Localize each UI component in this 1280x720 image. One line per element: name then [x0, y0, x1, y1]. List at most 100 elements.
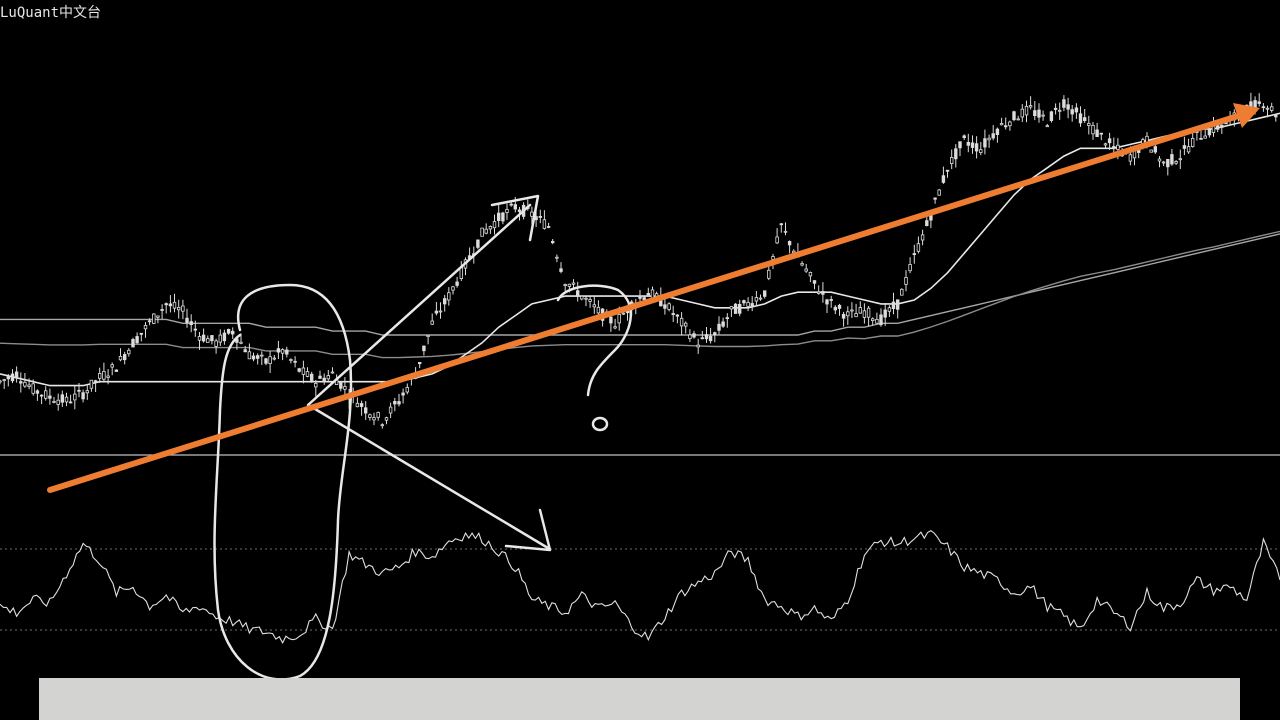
- candle-body: [14, 371, 19, 379]
- candle-body: [567, 283, 572, 287]
- candle-body: [272, 357, 276, 360]
- candle-body: [688, 334, 692, 339]
- candle-body: [160, 309, 164, 311]
- candle-body: [147, 320, 152, 323]
- candle-body: [343, 386, 347, 390]
- candle-body: [775, 236, 779, 244]
- candle-body: [484, 228, 488, 234]
- candle-body: [684, 322, 688, 327]
- candle-body: [98, 372, 102, 379]
- trend-arrow: [47, 103, 1260, 493]
- candle-body: [704, 334, 709, 340]
- candle-body: [430, 320, 434, 325]
- candle-body: [1166, 158, 1170, 168]
- candle-body: [925, 220, 929, 227]
- candle-body: [152, 313, 156, 324]
- candle-body: [812, 280, 817, 284]
- candle-body: [27, 384, 31, 387]
- candle-body: [330, 371, 335, 374]
- candle-body: [210, 335, 214, 342]
- candle-body: [301, 367, 306, 375]
- candle-body: [667, 303, 671, 310]
- candle-body: [89, 379, 94, 389]
- candle-body: [1274, 114, 1278, 118]
- candle-body: [476, 239, 480, 248]
- candle-body: [999, 123, 1004, 126]
- candle-body: [883, 309, 887, 318]
- candle-body: [401, 392, 405, 396]
- candle-body: [201, 334, 206, 342]
- candle-body: [1161, 161, 1166, 164]
- candle-body: [1058, 109, 1062, 112]
- candle-body: [451, 286, 455, 291]
- candle-body: [1024, 105, 1029, 116]
- candle-body: [966, 141, 970, 146]
- candle-body: [31, 383, 35, 394]
- candle-body: [804, 268, 808, 272]
- candle-body: [679, 317, 684, 327]
- candle-body: [995, 128, 1000, 136]
- candle-body: [68, 401, 73, 404]
- candle-body: [887, 307, 892, 312]
- candle-body: [783, 230, 788, 233]
- candle-body: [285, 349, 289, 355]
- candle-body: [530, 211, 534, 217]
- candle-body: [60, 394, 64, 403]
- candle-body: [447, 292, 451, 301]
- candle-body: [1053, 107, 1058, 110]
- candle-body: [1028, 105, 1033, 108]
- candle-body: [172, 301, 177, 309]
- candle-body: [305, 371, 310, 377]
- candle-body: [93, 380, 98, 383]
- annotation-question-mark: [556, 284, 632, 397]
- candle-body: [891, 301, 896, 309]
- candle-body: [48, 395, 52, 399]
- candle-body: [1045, 125, 1049, 128]
- candle-body: [546, 226, 551, 228]
- candle-body: [135, 336, 139, 344]
- candle-body: [1270, 106, 1274, 111]
- candle-body: [189, 321, 193, 326]
- candle-body: [422, 345, 426, 352]
- candle-body: [1191, 137, 1195, 147]
- candle-body: [393, 400, 397, 405]
- annotation-ellipse: [213, 283, 353, 681]
- candle-body: [363, 407, 368, 414]
- candle-body: [168, 303, 173, 307]
- candle-body: [991, 133, 995, 139]
- candle-body: [1149, 149, 1153, 153]
- candle-body: [185, 317, 189, 323]
- moving-average-mid: [0, 230, 1280, 359]
- candle-body: [309, 373, 314, 381]
- candle-body: [829, 299, 833, 301]
- candle-body: [417, 361, 422, 365]
- candle-body: [850, 309, 854, 312]
- candle-body: [1012, 111, 1016, 121]
- candle-body: [1261, 106, 1266, 109]
- candle-body: [426, 334, 430, 337]
- candle-body: [1182, 145, 1187, 149]
- candle-body: [983, 138, 987, 148]
- candle-body: [642, 297, 646, 301]
- candle-body: [875, 318, 879, 324]
- candle-body: [858, 307, 862, 314]
- candle-body: [1099, 132, 1103, 135]
- candle-body: [35, 390, 40, 394]
- oscillator-levels: [0, 548, 1280, 631]
- candle-body: [438, 310, 443, 313]
- moving-average-lines: [0, 112, 1280, 387]
- candle-body: [368, 414, 372, 418]
- candle-body: [1112, 146, 1116, 148]
- candle-body: [397, 401, 401, 405]
- candle-body: [1157, 158, 1162, 162]
- candle-body: [1041, 114, 1045, 117]
- candle-body: [1178, 158, 1182, 161]
- candle-body: [106, 375, 110, 378]
- candle-body: [613, 326, 617, 329]
- candle-body: [580, 295, 584, 300]
- candle-body: [1103, 143, 1108, 146]
- candle-body: [933, 197, 937, 200]
- candle-body: [1128, 154, 1133, 162]
- caption-bar: [39, 678, 1240, 720]
